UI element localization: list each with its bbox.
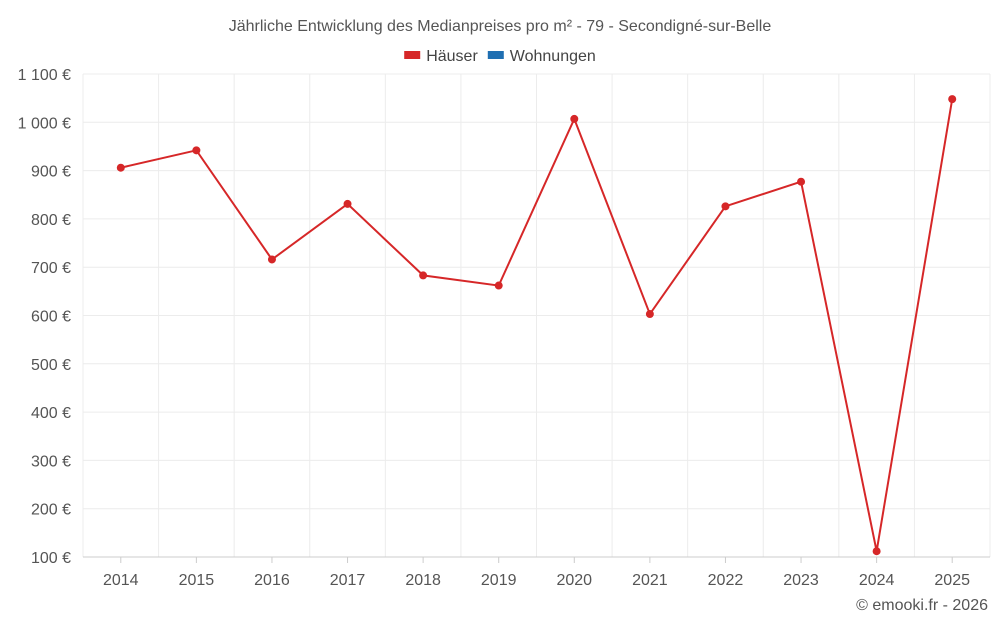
y-tick-label: 200 €	[31, 502, 71, 519]
data-point[interactable]	[721, 202, 730, 211]
data-point[interactable]	[797, 177, 806, 186]
x-axis-ticks: 2014 2015 2016 2017 2018 2019 2020 2021 2022 2023…	[103, 557, 970, 589]
y-tick-label: 100 €	[31, 550, 71, 567]
data-point[interactable]	[267, 255, 276, 264]
y-tick-label: 600 €	[31, 309, 71, 326]
x-tick-label: 2015	[179, 572, 215, 589]
y-tick-label: 400 €	[31, 405, 71, 422]
y-tick-label: 800 €	[31, 212, 71, 229]
data-point[interactable]	[948, 95, 957, 104]
data-point[interactable]	[645, 310, 654, 319]
data-point[interactable]	[872, 547, 881, 556]
y-axis-ticks: 100 € 200 € 300 € 400 € 500 € 600 € 700 € 800 €…	[18, 67, 71, 567]
y-tick-label: 700 €	[31, 260, 71, 277]
y-tick-label: 300 €	[31, 453, 71, 470]
x-tick-label: 2021	[632, 572, 668, 589]
data-point[interactable]	[494, 281, 503, 290]
y-tick-label: 1 100 €	[18, 67, 71, 84]
x-tick-label: 2025	[934, 572, 970, 589]
legend-swatch[interactable]	[404, 51, 421, 59]
x-tick-label: 2016	[254, 572, 290, 589]
y-tick-label: 500 €	[31, 357, 71, 374]
credit-text: © emooki.fr - 2026	[856, 597, 988, 614]
x-tick-label: 2018	[405, 572, 441, 589]
data-point[interactable]	[343, 199, 352, 208]
x-tick-label: 2017	[330, 572, 366, 589]
x-tick-label: 2019	[481, 572, 517, 589]
x-tick-label: 2020	[556, 572, 592, 589]
legend-swatch[interactable]	[487, 51, 504, 59]
x-tick-label: 2023	[783, 572, 819, 589]
x-gridlines	[82, 74, 991, 557]
y-tick-label: 900 €	[31, 164, 71, 181]
x-tick-label: 2014	[103, 572, 139, 589]
data-point[interactable]	[192, 146, 201, 155]
legend-label: Häuser	[426, 48, 478, 65]
x-tick-label: 2024	[859, 572, 895, 589]
chart-title: Jährliche Entwicklung des Medianpreises …	[229, 18, 772, 35]
x-tick-label: 2022	[708, 572, 744, 589]
legend: Häuser Wohnungen	[404, 48, 596, 65]
data-point[interactable]	[419, 271, 428, 280]
y-tick-label: 1 000 €	[18, 115, 71, 132]
legend-label: Wohnungen	[510, 48, 596, 65]
data-point[interactable]	[570, 114, 579, 123]
series-line-Häuser	[120, 98, 954, 552]
data-point[interactable]	[116, 163, 125, 172]
series-group	[116, 95, 957, 556]
